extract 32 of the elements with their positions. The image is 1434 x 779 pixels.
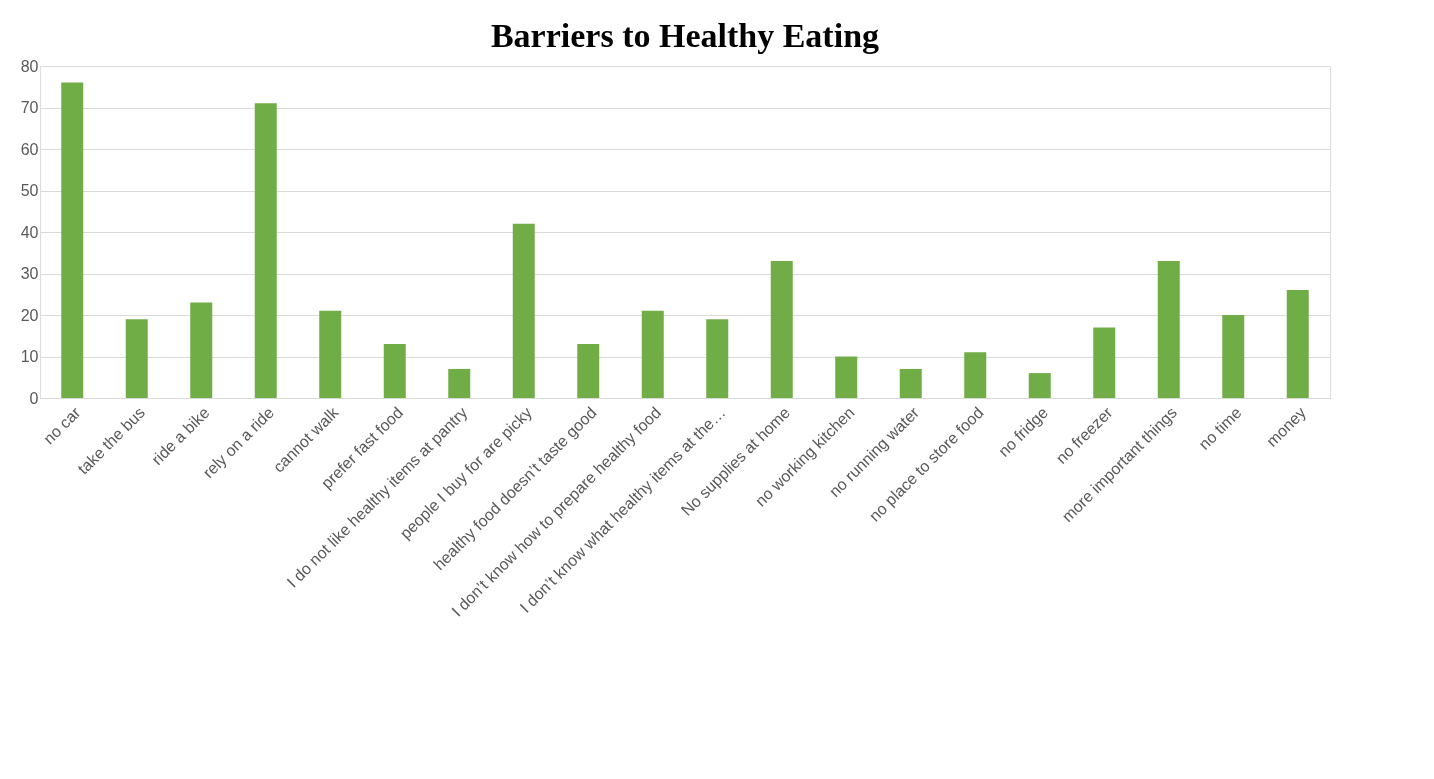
y-tick-label: 20	[20, 306, 39, 324]
y-tick-label: 50	[20, 182, 39, 199]
y-tick-label: 30	[20, 265, 39, 282]
chart-title: Barriers to Healthy Eating	[490, 17, 880, 54]
bar	[254, 103, 277, 398]
bar	[512, 223, 535, 398]
bar	[1093, 327, 1116, 398]
bar	[1222, 315, 1245, 398]
bar	[61, 82, 84, 398]
bar	[190, 302, 213, 398]
y-tick-label: 40	[20, 223, 39, 241]
bar	[448, 368, 471, 398]
x-tick-label: no car	[40, 403, 85, 448]
bar	[964, 352, 987, 398]
bar	[1028, 373, 1051, 398]
bar	[319, 310, 342, 398]
x-tick-label: no time	[1195, 403, 1245, 453]
bar	[835, 356, 858, 398]
bar	[577, 344, 600, 398]
y-tick-label: 70	[20, 99, 39, 116]
y-tick-label: 80	[20, 57, 39, 75]
y-tick-label: 0	[29, 389, 39, 407]
bar	[1286, 290, 1309, 398]
y-tick-label: 60	[20, 140, 39, 158]
bar	[125, 319, 148, 398]
bar	[706, 319, 729, 398]
bar	[383, 344, 406, 398]
bar	[770, 261, 793, 398]
bar	[641, 310, 664, 398]
bar	[1157, 261, 1180, 398]
bar	[899, 368, 922, 398]
y-tick-label: 10	[20, 348, 39, 365]
